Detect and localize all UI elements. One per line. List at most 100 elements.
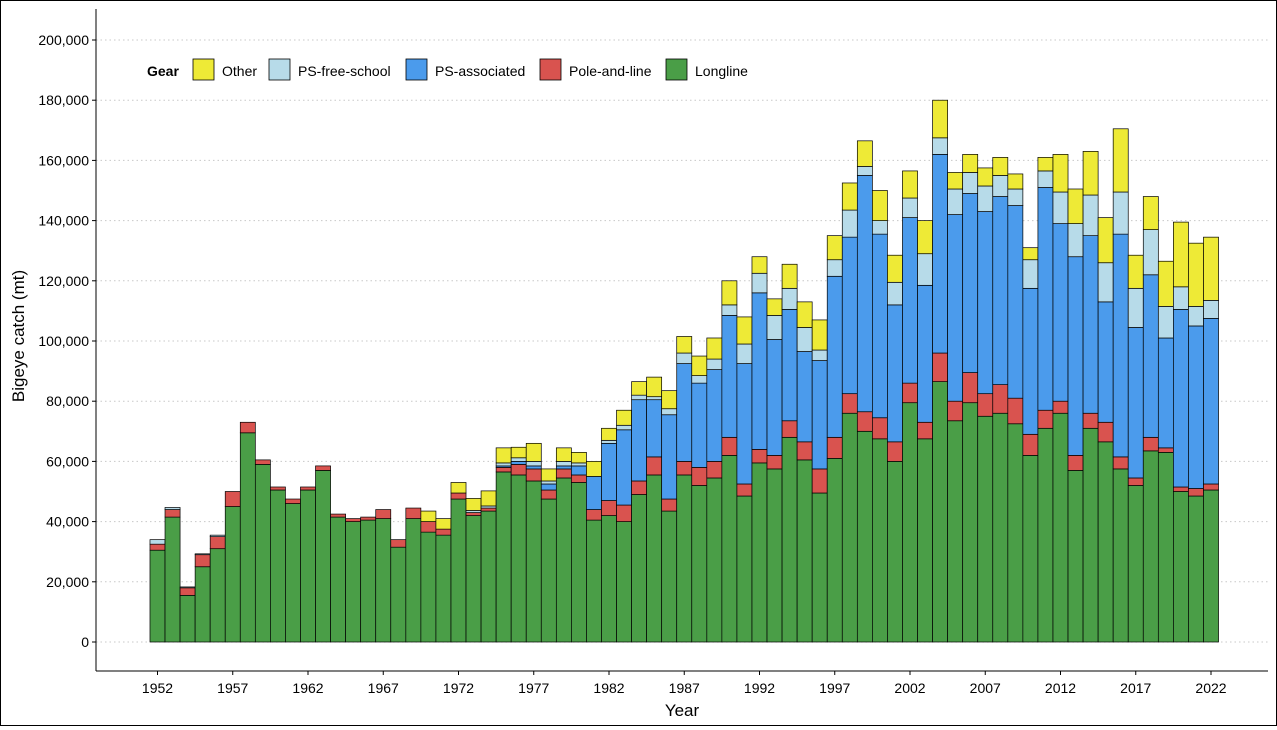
- bar-longline-2021: [1188, 495, 1204, 643]
- x-tick-label: 1977: [518, 680, 549, 696]
- bar-pole-and-line-1988: [691, 467, 708, 486]
- bar-ps-free-school-1980: [571, 462, 587, 467]
- bar-other-1981: [586, 461, 602, 477]
- bar-pole-and-line-1953: [164, 509, 181, 518]
- bar-ps-associated-2006: [962, 193, 979, 373]
- bar-ps-free-school-1994: [781, 287, 798, 310]
- bar-other-1993: [766, 298, 783, 316]
- bar-ps-free-school-1983: [616, 424, 632, 431]
- bar-longline-2006: [962, 402, 979, 643]
- bar-ps-free-school-1998: [841, 209, 858, 238]
- bar-longline-1992: [751, 462, 768, 643]
- bar-other-1976: [510, 446, 527, 459]
- axes: [92, 9, 1268, 675]
- bar-longline-2002: [902, 402, 918, 643]
- legend-item-ps-associated: PS-associated: [405, 58, 525, 81]
- bar-ps-associated-2022: [1203, 318, 1219, 485]
- bar-ps-associated-2008: [992, 196, 1009, 385]
- bar-longline-1973: [465, 515, 482, 643]
- bar-longline-1965: [345, 521, 362, 643]
- bar-ps-free-school-1976: [510, 457, 527, 462]
- y-tick-label: 100,000: [38, 333, 89, 349]
- bar-longline-1957: [224, 506, 241, 643]
- bar-pole-and-line-1952: [149, 543, 166, 551]
- legend-item-ps-free-school: PS-free-school: [268, 58, 391, 81]
- y-tick-label: 160,000: [38, 152, 89, 168]
- bar-longline-1993: [766, 468, 783, 643]
- bar-ps-associated-1979: [555, 465, 572, 470]
- bar-longline-1966: [360, 519, 377, 643]
- bar-pole-and-line-1977: [525, 468, 542, 482]
- bar-longline-1994: [781, 436, 798, 643]
- bar-longline-1953: [164, 516, 181, 643]
- bar-ps-associated-2000: [872, 233, 888, 419]
- bar-ps-free-school-2002: [902, 197, 918, 218]
- bar-longline-2004: [932, 381, 948, 643]
- bar-pole-and-line-1957: [224, 491, 241, 507]
- bar-pole-and-line-2000: [872, 417, 888, 440]
- bar-other-1972: [450, 482, 467, 494]
- legend-item-longline: Longline: [665, 58, 748, 81]
- bar-pole-and-line-2015: [1097, 421, 1114, 443]
- bar-longline-2008: [992, 412, 1009, 643]
- bar-ps-free-school-1982: [601, 439, 617, 444]
- y-tick-label: 60,000: [46, 453, 89, 469]
- bar-longline-2009: [1007, 423, 1024, 643]
- bar-pole-and-line-2010: [1022, 433, 1039, 456]
- bar-longline-2022: [1203, 489, 1219, 643]
- bar-ps-associated-1992: [751, 292, 768, 450]
- bar-pole-and-line-1954: [179, 587, 196, 596]
- bar-longline-1960: [270, 489, 286, 643]
- bar-pole-and-line-1972: [450, 492, 467, 500]
- bar-pole-and-line-1987: [676, 461, 693, 476]
- bar-pole-and-line-2008: [992, 384, 1009, 414]
- bar-ps-free-school-1975: [495, 462, 512, 467]
- bar-ps-associated-1983: [616, 429, 632, 506]
- bar-ps-associated-1990: [721, 315, 738, 438]
- bar-longline-1962: [300, 489, 316, 643]
- y-axis-title: Bigeye catch (mt): [9, 270, 28, 402]
- bar-pole-and-line-1983: [616, 504, 632, 522]
- bar-ps-free-school-2013: [1067, 223, 1084, 258]
- bar-pole-and-line-2022: [1203, 483, 1219, 491]
- bar-ps-free-school-1979: [555, 461, 572, 467]
- bar-ps-associated-2020: [1173, 309, 1189, 488]
- bar-other-2011: [1037, 157, 1054, 172]
- bar-ps-free-school-2014: [1082, 194, 1099, 236]
- bar-ps-free-school-1978: [540, 480, 557, 485]
- x-tick-label: 1952: [142, 680, 173, 696]
- bar-other-2004: [932, 99, 948, 139]
- bar-ps-associated-1985: [646, 399, 663, 458]
- x-tick-label: 1992: [744, 680, 775, 696]
- bar-pole-and-line-1969: [405, 507, 422, 519]
- bar-longline-1971: [435, 534, 452, 643]
- y-tick-label: 200,000: [38, 32, 89, 48]
- bar-pole-and-line-1990: [721, 436, 738, 456]
- bar-ps-free-school-1991: [736, 343, 753, 364]
- bar-pole-and-line-2012: [1052, 400, 1069, 414]
- bar-longline-1974: [480, 510, 497, 643]
- bar-other-1987: [676, 336, 693, 354]
- bar-ps-free-school-1952: [149, 539, 166, 545]
- bar-longline-1967: [375, 518, 392, 643]
- bar-other-2003: [917, 220, 933, 255]
- bar-longline-2001: [887, 461, 903, 643]
- x-tick-label: 1997: [819, 680, 850, 696]
- bar-ps-free-school-1995: [796, 327, 813, 352]
- legend-swatch: [405, 58, 428, 81]
- bar-ps-free-school-2004: [932, 137, 948, 155]
- bar-longline-2018: [1142, 450, 1159, 643]
- bar-other-1983: [616, 409, 632, 426]
- bar-other-2012: [1052, 154, 1069, 193]
- bar-pole-and-line-1973: [465, 512, 482, 516]
- bar-other-1988: [691, 355, 708, 376]
- bar-ps-associated-1991: [736, 363, 753, 485]
- legend-item-other: Other: [192, 58, 257, 81]
- bar-ps-associated-2004: [932, 154, 948, 354]
- bar-ps-associated-1988: [691, 382, 708, 468]
- bar-ps-associated-2018: [1142, 274, 1159, 438]
- legend-swatch: [665, 58, 688, 81]
- x-tick-label: 2017: [1120, 680, 1151, 696]
- bars: [149, 99, 1219, 643]
